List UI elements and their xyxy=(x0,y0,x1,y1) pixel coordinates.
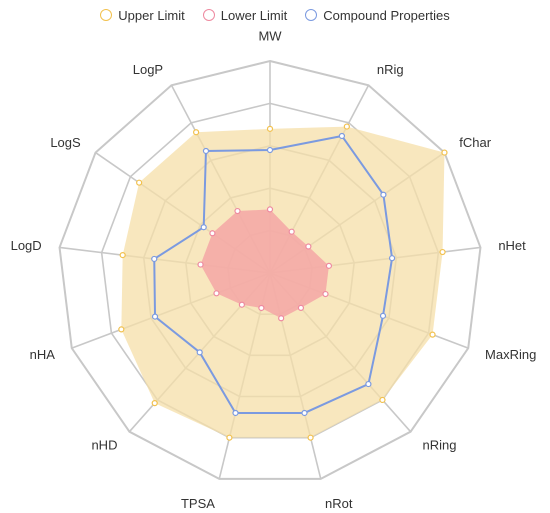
point-compound-properties-nring[interactable] xyxy=(365,380,372,388)
axis-label-fchar: fChar xyxy=(459,135,491,150)
series-lines xyxy=(153,134,394,414)
legend-label: Compound Properties xyxy=(323,7,450,23)
axis-label-nrig: nRig xyxy=(377,62,404,77)
point-upper-limit-nring[interactable] xyxy=(379,396,386,404)
point-upper-limit-logs[interactable] xyxy=(136,179,143,186)
point-compound-properties-fchar[interactable] xyxy=(380,191,387,198)
axis-label-logp: LogP xyxy=(133,62,163,77)
legend-item-compound-properties[interactable]: Compound Properties xyxy=(305,7,450,23)
point-upper-limit-nhet[interactable] xyxy=(439,248,446,256)
point-compound-properties-nha[interactable] xyxy=(151,313,159,320)
axis-label-nring: nRing xyxy=(423,438,457,453)
axis-label-nhd: nHD xyxy=(91,438,117,453)
point-upper-limit-maxring[interactable] xyxy=(429,331,436,338)
legend-item-lower-limit[interactable]: Lower Limit xyxy=(202,7,288,23)
legend-label: Upper Limit xyxy=(118,7,185,23)
point-compound-properties-logd[interactable] xyxy=(151,255,158,263)
point-lower-limit-nring[interactable] xyxy=(297,304,305,312)
legend-swatch-icon xyxy=(100,9,113,21)
point-lower-limit-logs[interactable] xyxy=(209,230,216,237)
point-compound-properties-tpsa[interactable] xyxy=(232,409,239,417)
point-lower-limit-nhd[interactable] xyxy=(238,301,245,308)
point-lower-limit-logd[interactable] xyxy=(197,261,204,268)
axis-label-tpsa: TPSA xyxy=(181,496,215,511)
point-lower-limit-nhet[interactable] xyxy=(325,262,333,269)
axis-label-logd: LogD xyxy=(11,238,42,253)
point-compound-properties-nhet[interactable] xyxy=(388,255,396,262)
series-points xyxy=(118,123,448,441)
point-compound-properties-nrig[interactable] xyxy=(338,132,346,140)
legend-swatch-icon xyxy=(202,9,215,21)
axis-label-logs: LogS xyxy=(50,135,81,150)
point-lower-limit-nrot[interactable] xyxy=(278,315,285,322)
legend-swatch-icon xyxy=(305,9,318,21)
point-upper-limit-nrig[interactable] xyxy=(343,123,350,130)
area-lower-limit xyxy=(200,209,329,319)
point-compound-properties-logs[interactable] xyxy=(200,224,207,231)
point-lower-limit-maxring[interactable] xyxy=(322,290,329,298)
legend-label: Lower Limit xyxy=(220,7,288,23)
point-upper-limit-nha[interactable] xyxy=(118,326,125,333)
point-lower-limit-logp[interactable] xyxy=(234,207,241,215)
point-upper-limit-nhd[interactable] xyxy=(151,400,158,407)
point-upper-limit-logp[interactable] xyxy=(193,129,200,136)
point-lower-limit-tpsa[interactable] xyxy=(258,304,265,312)
point-upper-limit-logd[interactable] xyxy=(119,252,126,259)
point-compound-properties-logp[interactable] xyxy=(202,147,210,155)
axis-labels: MW nRig fChar nHet MaxRing nRing nRot TPSA nHD nH… xyxy=(11,28,537,511)
point-compound-properties-mw[interactable] xyxy=(266,146,274,154)
legend-item-upper-limit[interactable]: Upper Limit xyxy=(100,7,185,23)
point-compound-properties-maxring[interactable] xyxy=(379,312,387,319)
point-compound-properties-nhd[interactable] xyxy=(196,349,203,356)
legend: Upper Limit Lower Limit Compound Propertie… xyxy=(0,4,550,26)
point-upper-limit-fchar[interactable] xyxy=(441,149,448,156)
point-compound-properties-nrot[interactable] xyxy=(301,409,308,417)
point-lower-limit-nrig[interactable] xyxy=(288,228,295,235)
line-compound-properties xyxy=(153,134,394,414)
axis-label-mw: MW xyxy=(258,28,282,43)
point-lower-limit-fchar[interactable] xyxy=(305,243,312,250)
point-lower-limit-nha[interactable] xyxy=(213,290,220,297)
grid-ring-5 xyxy=(58,59,482,480)
point-upper-limit-nrot[interactable] xyxy=(307,434,314,441)
point-upper-limit-mw[interactable] xyxy=(266,125,274,132)
point-upper-limit-tpsa[interactable] xyxy=(226,434,233,441)
point-lower-limit-mw[interactable] xyxy=(266,206,274,213)
axis-label-nrot: nRot xyxy=(325,496,353,511)
axis-label-nhet: nHet xyxy=(498,238,526,253)
axis-label-nha: nHA xyxy=(30,347,56,362)
series-areas xyxy=(121,126,445,438)
axis-label-maxring: MaxRing xyxy=(485,347,536,362)
